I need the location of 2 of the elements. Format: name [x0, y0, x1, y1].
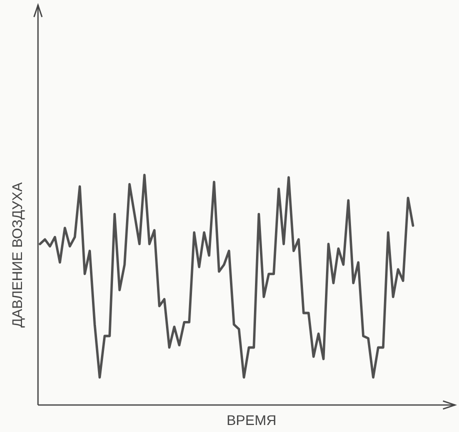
y-axis-title: ДАВЛЕНИЕ ВОЗДУХА: [9, 182, 25, 328]
x-axis-title: ВРЕМЯ: [226, 412, 276, 428]
